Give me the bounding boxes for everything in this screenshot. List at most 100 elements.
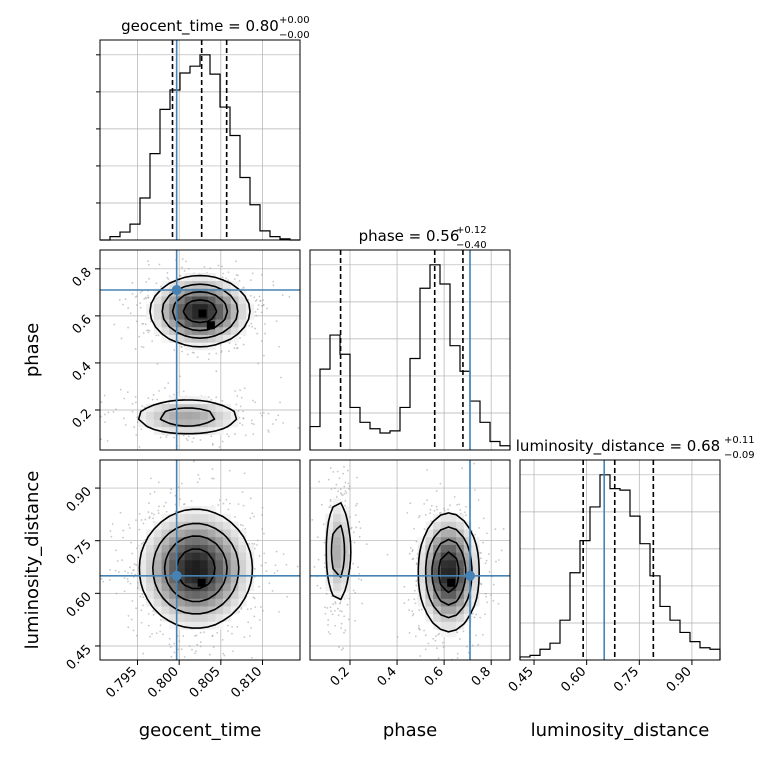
x-ticks-luminosity_distance: 0.45 0.60 0.75 0.90 xyxy=(506,660,695,695)
sample-point xyxy=(165,510,168,513)
peak-marker xyxy=(447,578,456,587)
sample-point xyxy=(492,583,495,586)
sample-point xyxy=(119,388,122,391)
density-cell xyxy=(200,396,208,405)
sample-point xyxy=(174,494,177,497)
sample-point xyxy=(127,614,130,617)
density-cell xyxy=(325,521,334,530)
density-cell xyxy=(433,552,442,561)
sample-point xyxy=(324,612,327,615)
density-cell xyxy=(463,529,472,538)
sample-point xyxy=(235,260,237,263)
density-cell xyxy=(448,613,457,622)
sample-point xyxy=(438,632,441,635)
density-cell xyxy=(456,567,465,576)
density-cell xyxy=(246,575,255,584)
density-cell xyxy=(223,419,232,428)
density-cell xyxy=(184,311,193,320)
density-cell xyxy=(169,296,178,305)
contour-level xyxy=(182,299,218,324)
density-cell xyxy=(230,334,239,343)
sample-point xyxy=(497,602,500,605)
sample-point xyxy=(139,302,142,305)
sample-point xyxy=(256,539,259,542)
sample-point xyxy=(221,440,224,443)
y-ticks-phase: 0.2 0.4 0.6 0.8 xyxy=(70,265,100,431)
hist-bar xyxy=(340,354,350,450)
sample-point xyxy=(211,635,214,638)
sample-point xyxy=(352,589,355,592)
sample-point xyxy=(140,519,143,521)
sample-point xyxy=(147,624,150,627)
density-cell xyxy=(161,419,170,428)
sample-point xyxy=(233,347,236,350)
density-cell xyxy=(223,544,232,553)
density-cell xyxy=(200,598,208,607)
sample-point xyxy=(342,472,345,475)
sample-point xyxy=(262,304,265,307)
sample-point xyxy=(153,491,156,493)
density-cell xyxy=(200,521,208,530)
y-tick-label: 0.6 xyxy=(70,312,95,337)
hist-bar xyxy=(660,606,670,660)
sample-point xyxy=(353,541,356,544)
density-cell xyxy=(425,560,434,568)
sample-point xyxy=(352,562,355,565)
sample-point xyxy=(471,612,474,615)
density-cell xyxy=(417,575,426,584)
density-cell xyxy=(207,280,216,289)
density-cell xyxy=(184,560,193,568)
sample-point xyxy=(177,648,180,651)
density-cell xyxy=(192,303,201,312)
density-cell xyxy=(215,426,224,435)
sample-point xyxy=(124,298,127,301)
hist-bar xyxy=(580,541,590,660)
sample-point xyxy=(266,307,268,310)
histogram-panel-geocent_time xyxy=(96,39,301,241)
sample-point xyxy=(110,535,113,538)
sample-point xyxy=(239,337,241,339)
sample-point xyxy=(254,401,257,404)
density-cell xyxy=(169,280,178,289)
density-cell xyxy=(192,613,201,622)
sample-point xyxy=(238,416,241,419)
sample-point xyxy=(272,280,275,283)
density-cell xyxy=(215,326,224,335)
sample-point xyxy=(343,485,346,488)
sample-point xyxy=(179,375,182,378)
density-cell xyxy=(153,567,162,576)
sample-point xyxy=(152,613,155,616)
hist-bar xyxy=(140,198,150,240)
density-cell xyxy=(169,521,178,530)
y-tick-label: 0.4 xyxy=(70,359,95,384)
sample-point xyxy=(237,274,239,277)
contour-level xyxy=(163,535,228,603)
hist-bar xyxy=(230,135,240,240)
sample-point xyxy=(474,533,476,536)
sample-point xyxy=(464,511,466,514)
sample-point xyxy=(411,614,414,617)
sample-point xyxy=(255,299,258,301)
hist-bar xyxy=(710,649,720,660)
sample-point xyxy=(180,648,183,651)
density-cell xyxy=(153,583,162,592)
density-cell xyxy=(215,560,224,568)
y-tick-label: 0.8 xyxy=(70,265,95,290)
sample-point xyxy=(326,607,329,609)
density-cell xyxy=(176,303,185,312)
density-cell xyxy=(471,583,480,592)
density-cell xyxy=(223,334,232,343)
sample-point xyxy=(235,274,238,276)
density-cell xyxy=(333,536,342,545)
sample-point xyxy=(111,522,114,525)
density-cell xyxy=(192,560,201,568)
density-cell xyxy=(215,606,224,615)
sample-point xyxy=(136,586,139,589)
sample-point xyxy=(227,279,229,282)
density-cell xyxy=(192,273,201,282)
sample-point xyxy=(347,469,349,472)
sample-point xyxy=(232,650,234,653)
sample-point xyxy=(252,596,255,599)
sample-point xyxy=(485,595,488,598)
sample-point xyxy=(456,503,459,506)
